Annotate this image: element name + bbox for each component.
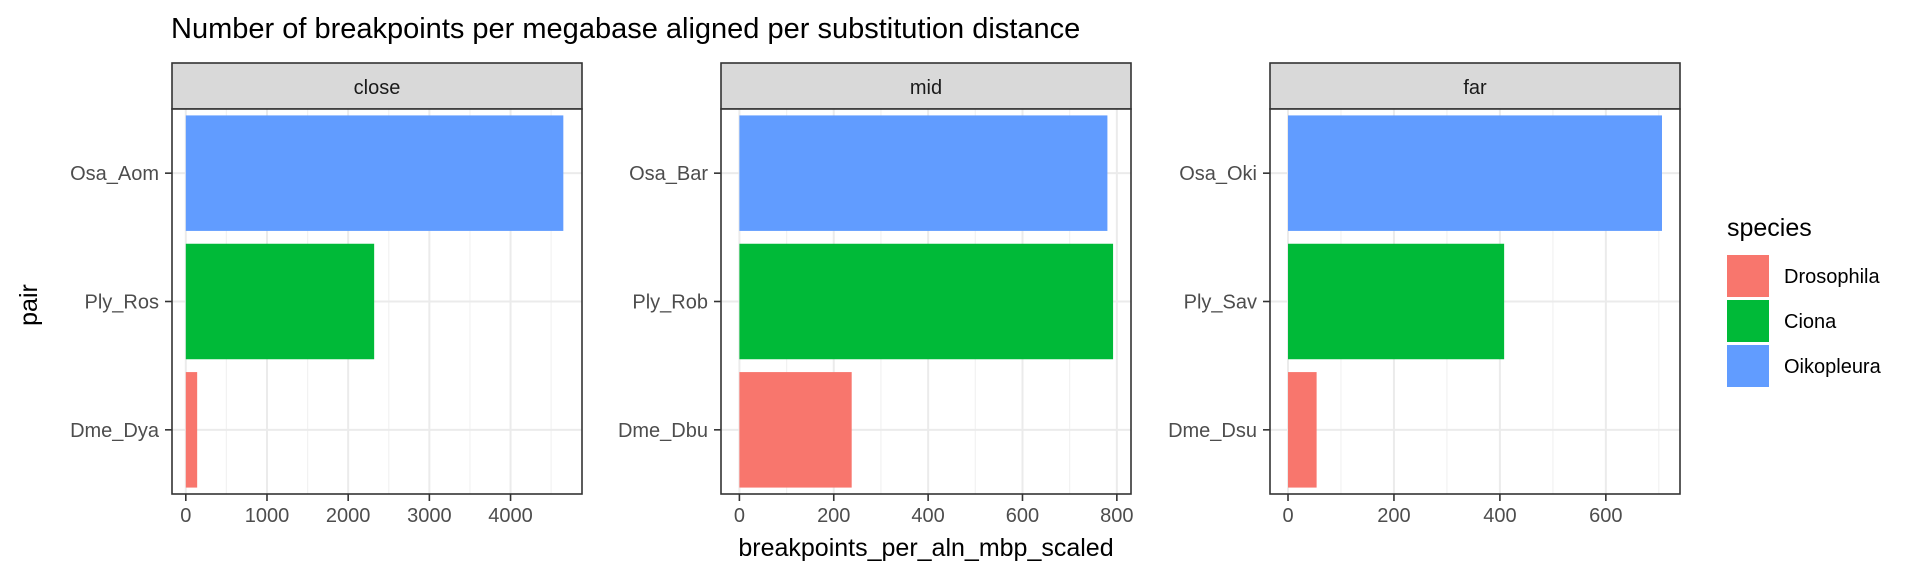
legend-label: Ciona xyxy=(1784,311,1837,333)
legend-key-drosophila xyxy=(1727,255,1769,297)
facet-strip xyxy=(171,62,583,110)
facet-strip-label: close xyxy=(354,77,401,99)
x-tick-label: 400 xyxy=(911,505,944,527)
facet-strip-label: far xyxy=(1463,77,1487,99)
bar-dme-dbu xyxy=(739,372,852,488)
panel-border xyxy=(1269,108,1681,495)
x-tick-label: 0 xyxy=(180,505,191,527)
x-tick-label: 4000 xyxy=(488,505,533,527)
bar-osa-bar xyxy=(739,115,1108,231)
panel-border xyxy=(720,108,1132,495)
bar-ply-ros xyxy=(185,243,375,360)
x-tick-label: 2000 xyxy=(326,505,371,527)
facet-panel-mid: mid Osa_Bar Ply_Rob Dme_Dbu 0 200 400 600 800 xyxy=(618,62,1134,527)
x-tick-label: 400 xyxy=(1483,505,1516,527)
bar-ply-rob xyxy=(739,243,1114,360)
x-tick-label: 200 xyxy=(1377,505,1410,527)
legend-label: Drosophila xyxy=(1784,266,1880,288)
y-tick-label: Dme_Dya xyxy=(70,420,160,442)
x-axis-title: breakpoints_per_aln_mbp_scaled xyxy=(738,534,1113,562)
y-axis-title: pair xyxy=(15,284,43,326)
x-tick-label: 0 xyxy=(1282,505,1293,527)
y-tick-label: Dme_Dsu xyxy=(1168,420,1257,442)
x-tick-label: 3000 xyxy=(407,505,452,527)
bar-dme-dsu xyxy=(1288,372,1317,488)
y-tick-label: Ply_Sav xyxy=(1184,292,1257,314)
panel-border xyxy=(171,108,583,495)
y-tick-label: Osa_Bar xyxy=(629,163,708,185)
x-tick-label: 0 xyxy=(734,505,745,527)
y-tick-label: Osa_Oki xyxy=(1179,163,1257,185)
facet-panel-close: close Osa_Aom Ply_Ros Dme_Dya 0 1000 2000 3000 4… xyxy=(70,62,583,527)
legend-label: Oikopleura xyxy=(1784,356,1882,378)
x-tick-label: 1000 xyxy=(245,505,290,527)
x-tick-label: 600 xyxy=(1589,505,1622,527)
facet-panel-far: far Osa_Oki Ply_Sav Dme_Dsu 0 200 400 600 xyxy=(1168,62,1681,527)
x-tick-label: 800 xyxy=(1100,505,1133,527)
legend-title: species xyxy=(1727,214,1812,242)
y-tick-label: Osa_Aom xyxy=(70,163,159,185)
legend-key-ciona xyxy=(1727,300,1769,342)
x-tick-label: 200 xyxy=(817,505,850,527)
facet-strip xyxy=(1269,62,1681,110)
chart-title: Number of breakpoints per megabase align… xyxy=(171,13,1080,45)
x-tick-label: 600 xyxy=(1006,505,1039,527)
bar-osa-oki xyxy=(1288,115,1662,231)
bar-dme-dya xyxy=(185,372,198,488)
bar-osa-aom xyxy=(185,115,564,231)
y-tick-label: Dme_Dbu xyxy=(618,420,708,442)
facet-strip xyxy=(720,62,1132,110)
facet-strip-label: mid xyxy=(910,77,942,99)
y-tick-label: Ply_Ros xyxy=(85,292,159,314)
y-tick-label: Ply_Rob xyxy=(632,292,708,314)
legend-key-oikopleura xyxy=(1727,345,1769,387)
legend: species Drosophila Ciona Oikopleura xyxy=(1727,214,1882,387)
bar-ply-sav xyxy=(1288,243,1505,360)
